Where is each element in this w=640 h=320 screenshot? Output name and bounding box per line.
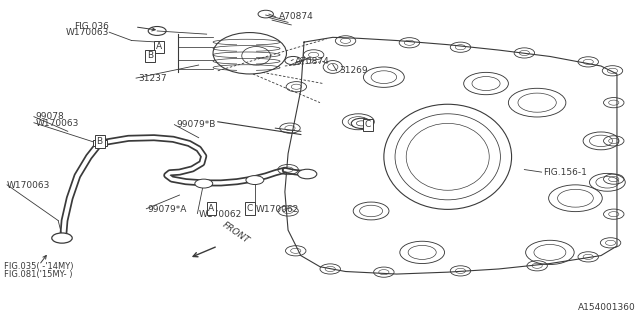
Bar	[93, 140, 107, 146]
Text: 31269: 31269	[339, 66, 368, 75]
Text: C: C	[246, 204, 253, 213]
Text: W170063: W170063	[7, 181, 51, 190]
Text: A: A	[209, 204, 214, 213]
Circle shape	[246, 176, 264, 185]
Text: W170062: W170062	[256, 205, 300, 214]
Text: FIG.036: FIG.036	[74, 22, 109, 31]
Text: FIG.035( -'14MY): FIG.035( -'14MY)	[4, 262, 74, 271]
Text: FRONT: FRONT	[221, 220, 252, 245]
Text: A70874: A70874	[278, 12, 313, 21]
Text: A154001360: A154001360	[579, 303, 636, 312]
Text: A: A	[156, 42, 162, 52]
Circle shape	[298, 169, 317, 179]
Text: 99079*A: 99079*A	[148, 205, 187, 214]
Circle shape	[351, 118, 372, 128]
Text: W170062: W170062	[198, 210, 242, 219]
Circle shape	[52, 233, 72, 243]
Text: 99078: 99078	[36, 113, 65, 122]
Text: 99079*B: 99079*B	[176, 120, 216, 130]
Text: C: C	[365, 120, 371, 130]
Circle shape	[195, 179, 212, 188]
Text: W170063: W170063	[36, 119, 79, 128]
Text: FIG.156-1: FIG.156-1	[543, 168, 588, 177]
Text: A70874: A70874	[294, 57, 329, 66]
Text: FIG.081('15MY- ): FIG.081('15MY- )	[4, 270, 72, 279]
Text: B: B	[147, 51, 153, 60]
Text: W170063: W170063	[66, 28, 109, 37]
Text: B: B	[97, 137, 103, 146]
Text: 31237: 31237	[138, 74, 166, 83]
